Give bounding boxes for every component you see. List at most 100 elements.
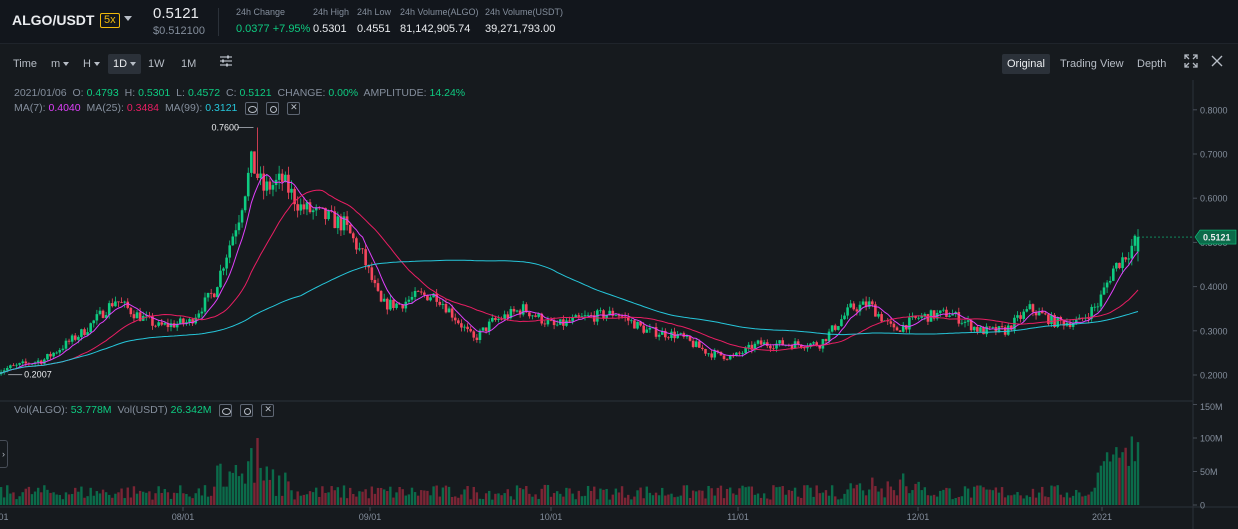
candle-body xyxy=(583,315,587,317)
eye-icon[interactable] xyxy=(245,102,259,115)
chevron-right-icon[interactable]: › xyxy=(0,440,8,468)
volume-bar xyxy=(89,487,92,505)
view-original-button[interactable]: Original xyxy=(1002,54,1050,74)
volume-bar xyxy=(163,489,167,505)
date-tick-label: 11/01 xyxy=(727,512,749,522)
volume-bar xyxy=(639,487,642,505)
minutes-dropdown[interactable]: m xyxy=(46,54,74,74)
candle-body xyxy=(83,329,86,336)
close-icon[interactable] xyxy=(261,404,275,417)
gear-icon[interactable] xyxy=(240,404,254,417)
volume-bar xyxy=(917,481,920,505)
view-tradingview-button[interactable]: Trading View xyxy=(1060,58,1124,70)
candle-body xyxy=(355,238,358,250)
candle-body xyxy=(333,211,337,229)
volume-bar xyxy=(463,489,466,505)
candle-body xyxy=(160,322,164,325)
candle-body xyxy=(497,318,500,320)
volume-bar xyxy=(815,485,818,505)
pair-selector[interactable]: ALGO/USDT xyxy=(12,12,95,28)
close-icon[interactable] xyxy=(287,102,301,115)
candle-body xyxy=(441,304,445,305)
candle-body xyxy=(259,173,262,179)
volume-bar xyxy=(688,497,692,505)
candle-body xyxy=(197,313,201,318)
volume-bar xyxy=(1031,488,1035,505)
hours-dropdown[interactable]: H xyxy=(78,54,105,74)
candle-body xyxy=(55,352,58,354)
volume-bar xyxy=(145,492,148,505)
candle-body xyxy=(284,174,287,182)
candle-body xyxy=(9,365,12,369)
volume-bar xyxy=(852,488,855,505)
volume-bar xyxy=(1000,487,1004,505)
volume-bar xyxy=(1133,461,1137,505)
volume-bar xyxy=(441,487,445,505)
stat-24h-low: 24h Low 0.4551 xyxy=(357,7,392,35)
gear-icon[interactable] xyxy=(266,102,280,115)
candle-body xyxy=(426,294,429,301)
volume-bar xyxy=(364,489,367,505)
interval-1w-button[interactable]: 1W xyxy=(148,58,165,70)
volume-bar xyxy=(58,494,61,505)
volume-bar xyxy=(169,498,173,505)
settings-sliders-icon[interactable] xyxy=(214,54,238,74)
candle-body xyxy=(123,301,126,303)
candle-body xyxy=(206,292,210,298)
candle-body xyxy=(599,310,602,312)
candle-body xyxy=(500,318,503,320)
candle-body xyxy=(277,173,281,180)
volume-bar xyxy=(864,495,868,505)
volume-tick-label: 150M xyxy=(1200,402,1223,412)
candle-body xyxy=(620,316,624,318)
fullscreen-icon[interactable] xyxy=(1179,54,1203,74)
candle-body xyxy=(756,340,760,344)
candle-body xyxy=(1028,304,1032,310)
view-depth-button[interactable]: Depth xyxy=(1137,58,1167,70)
candle-body xyxy=(917,317,920,319)
volume-bar xyxy=(707,485,710,505)
chevron-down-icon[interactable] xyxy=(124,16,132,21)
candle-body xyxy=(120,302,123,304)
candle-body xyxy=(636,321,639,329)
candle-body xyxy=(166,323,170,328)
volume-bar xyxy=(787,490,791,505)
interval-1d-dropdown[interactable]: 1D xyxy=(108,54,142,74)
candle-body xyxy=(1130,245,1134,259)
close-icon[interactable] xyxy=(1206,54,1228,74)
candle-body xyxy=(243,196,247,211)
candle-body xyxy=(577,315,581,317)
volume-readout: Vol(ALGO): 53.778M Vol(USDT) 26.342M xyxy=(14,404,277,417)
volume-bar xyxy=(868,489,871,505)
volume-bar xyxy=(942,489,945,505)
candle-body xyxy=(373,279,377,284)
volume-bar xyxy=(1016,492,1019,505)
eye-icon[interactable] xyxy=(219,404,233,417)
volume-bar xyxy=(846,489,849,505)
volume-bar xyxy=(305,494,309,505)
chart-canvas[interactable]: 0.80000.70000.60000.50000.40000.30000.20… xyxy=(0,80,1238,529)
kline-chart[interactable]: 0.80000.70000.60000.50000.40000.30000.20… xyxy=(0,80,1238,529)
candle-body xyxy=(61,348,65,350)
volume-bar xyxy=(1093,487,1096,505)
candle-body xyxy=(531,315,534,317)
candle-body xyxy=(429,297,432,301)
stat-24h-volume-algo: 24h Volume(ALGO) 81,142,905.74 xyxy=(400,7,479,35)
candle-body xyxy=(670,331,673,339)
volume-bar xyxy=(1108,461,1112,505)
ma25-line xyxy=(0,189,1139,374)
volume-bar xyxy=(135,493,139,505)
interval-1m-button[interactable]: 1M xyxy=(181,58,197,70)
price-tick-label: 0.6000 xyxy=(1200,194,1228,204)
volume-bar xyxy=(855,484,859,505)
volume-bar xyxy=(945,487,948,505)
volume-bar xyxy=(627,494,630,505)
volume-bar xyxy=(9,493,12,505)
volume-bar xyxy=(824,490,828,505)
volume-bar xyxy=(0,487,3,505)
volume-bar xyxy=(36,487,40,505)
volume-bar xyxy=(259,467,262,505)
volume-tick-label: 50M xyxy=(1200,467,1218,477)
candle-body xyxy=(1047,314,1050,324)
candle-body xyxy=(948,315,951,317)
